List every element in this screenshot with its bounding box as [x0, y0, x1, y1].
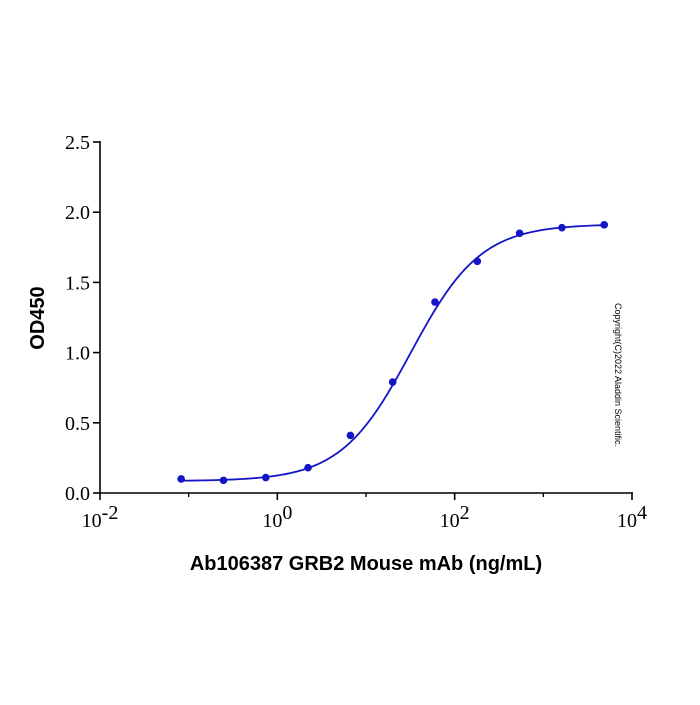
data-points — [177, 221, 609, 485]
y-tick-label: 1.0 — [65, 343, 90, 365]
data-point — [473, 257, 482, 266]
y-tick-label: 0.5 — [65, 413, 90, 435]
axes — [99, 141, 633, 494]
data-point — [304, 463, 312, 472]
y-axis-title: OD450 — [27, 286, 49, 349]
data-point — [431, 298, 439, 306]
fit-curve — [181, 224, 605, 482]
data-point — [515, 229, 524, 238]
x-tick-label: 102 — [440, 502, 470, 532]
x-tick-label: 104 — [617, 502, 647, 532]
y-tick-label: 2.5 — [65, 132, 90, 154]
ticks: 0.0 0.5 1.0 1.5 2.0 2.5 10-2 100 102 104 — [65, 132, 647, 532]
data-point — [558, 223, 566, 232]
x-tick-label: 10-2 — [82, 502, 119, 532]
data-point — [388, 378, 397, 386]
x-axis-title: Ab106387 GRB2 Mouse mAb (ng/mL) — [190, 553, 542, 575]
data-point — [346, 431, 355, 440]
copyright-annotation: Copyright(C)2022 Aladdin Scientific. — [613, 303, 623, 447]
fit-curve-group — [181, 224, 605, 482]
x-tick-label: 100 — [262, 502, 292, 532]
data-point — [600, 221, 609, 229]
y-tick-label: 1.5 — [65, 272, 90, 294]
data-point — [261, 473, 270, 482]
y-tick-label: 2.0 — [65, 202, 90, 224]
data-point — [177, 475, 185, 483]
y-tick-label: 0.0 — [65, 483, 90, 505]
data-point — [219, 476, 228, 485]
